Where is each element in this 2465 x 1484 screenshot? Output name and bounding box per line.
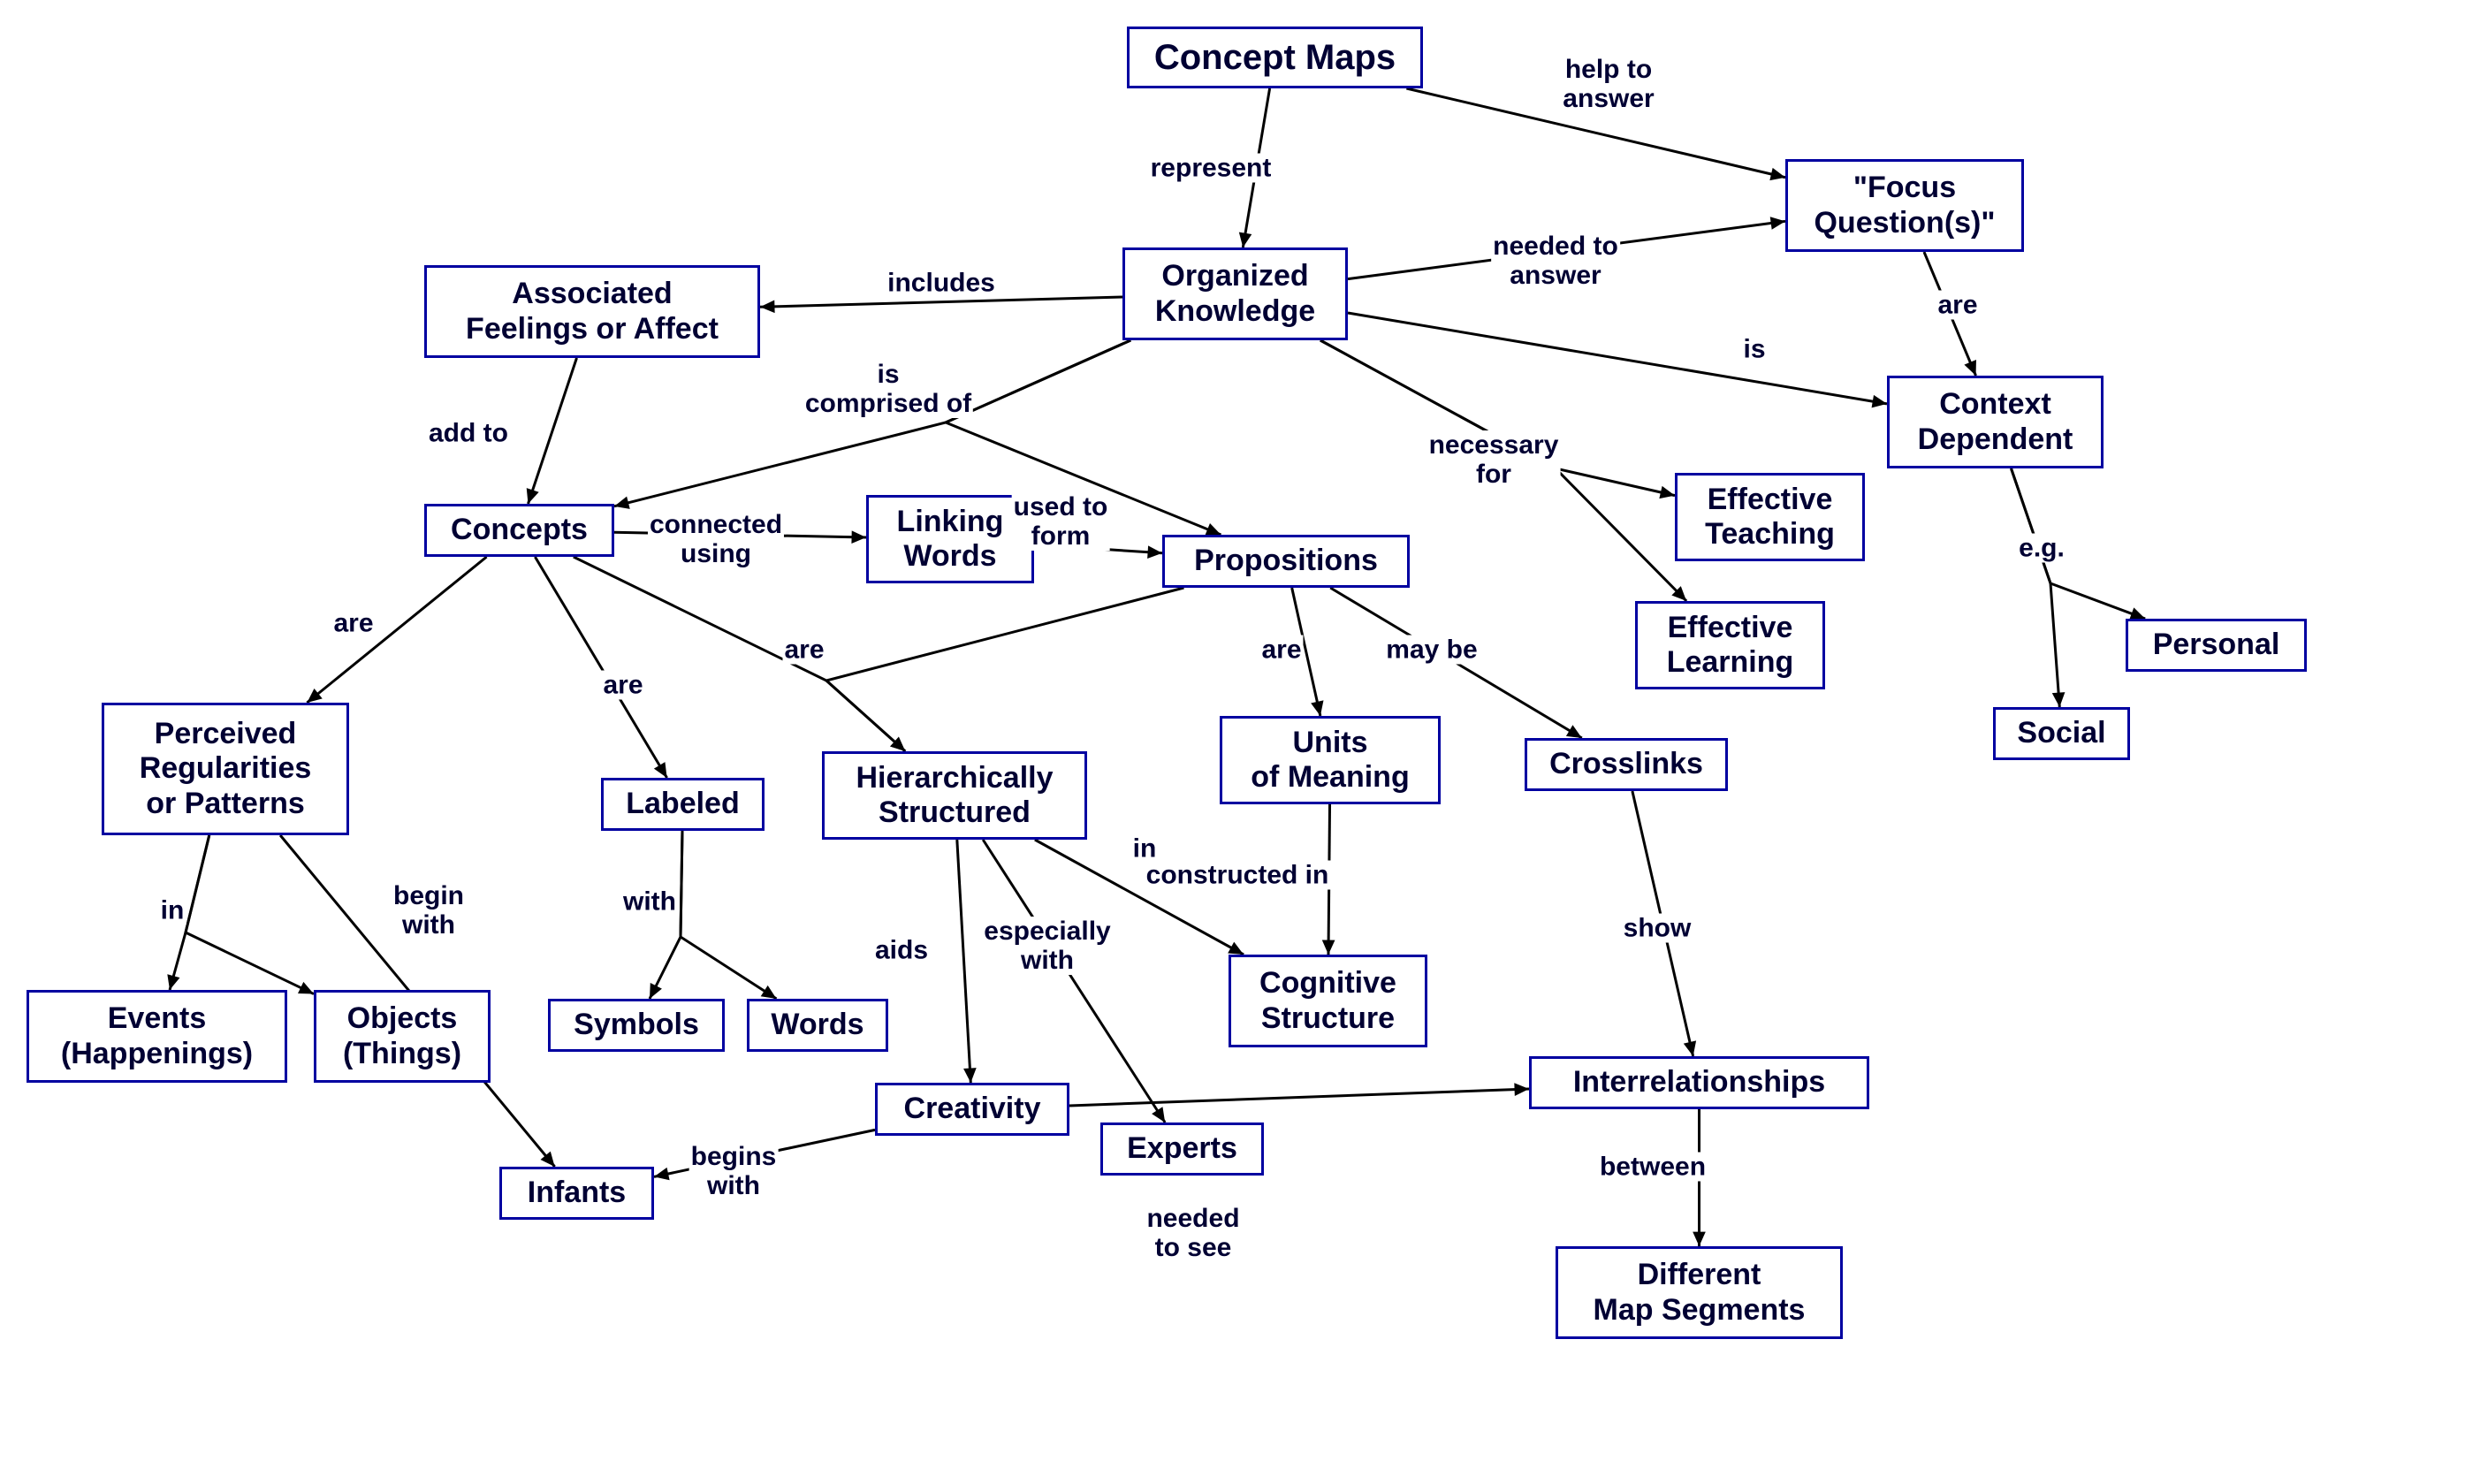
node-symbols: Symbols — [548, 999, 725, 1052]
concept-map-canvas: Concept Maps Organized Knowledge "Focus Qu… — [0, 0, 2465, 1484]
node-propositions: Propositions — [1162, 535, 1410, 588]
edge-label-context_dependent-personal: e.g. — [2017, 534, 2066, 563]
edge-propositions-hierarchical — [826, 588, 1183, 751]
edge-label-hierarchical-experts: especially with — [982, 917, 1112, 975]
edge-label-focus_questions-context_dependent: are — [1936, 291, 1979, 320]
edge-label-concepts-linking_words: connected using — [648, 510, 784, 568]
node-labeled: Labeled — [601, 778, 765, 831]
edge-label-hierarchical-cognitive_structure: in — [1131, 834, 1159, 864]
edge-label-organized_knowledge-context_dependent: is — [1741, 335, 1767, 364]
edge-labeled-words — [681, 831, 777, 999]
node-interrelationships: Interrelationships — [1529, 1056, 1869, 1109]
node-cognitive_structure: Cognitive Structure — [1229, 955, 1427, 1047]
edge-label-concept_maps-organized_knowledge: represent — [1149, 154, 1274, 183]
node-hierarchical: Hierarchically Structured — [822, 751, 1087, 840]
edge-organized_knowledge-context_dependent — [1348, 313, 1887, 404]
edge-label-perceived-infants: begin with — [392, 881, 466, 940]
edge-label-associated_feelings-concepts: add to — [427, 419, 510, 448]
node-creativity: Creativity — [875, 1083, 1069, 1136]
edge-label-perceived-events: in — [159, 896, 186, 925]
edge-label-units_meaning-cognitive_structure: constructed in — [1145, 861, 1331, 890]
node-different_segments: Different Map Segments — [1556, 1246, 1843, 1339]
node-focus_questions: "Focus Question(s)" — [1785, 159, 2024, 252]
node-concepts: Concepts — [424, 504, 614, 557]
edge-label-crosslinks-interrelationships: show — [1622, 914, 1693, 943]
edge-label-linking_words-propositions: used to form — [1012, 492, 1110, 551]
edge-label-concepts-labeled: are — [601, 671, 644, 700]
node-effective_teaching: Effective Teaching — [1675, 473, 1865, 561]
edge-label-organized_knowledge-effective_teaching: necessary for — [1427, 430, 1561, 489]
edge-label-labeled-symbols: with — [621, 887, 678, 917]
edge-concepts-hierarchical — [574, 557, 905, 751]
node-associated_feelings: Associated Feelings or Affect — [424, 265, 760, 358]
node-infants: Infants — [499, 1167, 654, 1220]
node-social: Social — [1993, 707, 2130, 760]
edge-label-concept_maps-focus_questions: help to answer — [1561, 55, 1655, 113]
edge-label-organized_knowledge-associated_feelings: includes — [886, 269, 997, 298]
edge-hierarchical-experts — [983, 840, 1165, 1123]
edge-label-organized_knowledge-focus_questions: needed to answer — [1491, 232, 1620, 290]
node-crosslinks: Crosslinks — [1525, 738, 1728, 791]
node-organized_knowledge: Organized Knowledge — [1122, 247, 1348, 340]
node-experts: Experts — [1100, 1123, 1264, 1176]
node-effective_learning: Effective Learning — [1635, 601, 1825, 689]
node-units_meaning: Units of Meaning — [1220, 716, 1441, 804]
edge-associated_feelings-concepts — [529, 358, 577, 504]
edge-organized_knowledge-associated_feelings — [760, 297, 1122, 307]
node-perceived: Perceived Regularities or Patterns — [102, 703, 349, 835]
edge-perceived-objects — [186, 835, 314, 994]
node-context_dependent: Context Dependent — [1887, 376, 2104, 468]
edge-creativity-interrelationships — [1069, 1089, 1529, 1106]
node-linking_words: Linking Words — [866, 495, 1034, 583]
edge-label-creativity-interrelationships: needed to see — [1145, 1204, 1241, 1262]
node-events: Events (Happenings) — [27, 990, 287, 1083]
edge-hierarchical-creativity — [957, 840, 970, 1083]
edge-label-propositions-units_meaning: are — [1259, 635, 1303, 665]
node-concept_maps: Concept Maps — [1127, 27, 1423, 88]
node-personal: Personal — [2126, 619, 2307, 672]
edge-label-creativity-infants: begins with — [689, 1142, 779, 1200]
node-words: Words — [747, 999, 888, 1052]
node-objects: Objects (Things) — [314, 990, 491, 1083]
edge-label-interrelationships-different_segments: between — [1598, 1153, 1708, 1182]
edge-label-concepts-hierarchical: are — [782, 635, 825, 665]
edge-label-propositions-crosslinks: may be — [1384, 635, 1479, 665]
edge-context_dependent-social — [2011, 468, 2059, 707]
edge-label-organized_knowledge-concepts: is comprised of — [803, 360, 973, 418]
edge-label-hierarchical-creativity: aids — [873, 936, 930, 965]
edge-label-concepts-perceived: are — [331, 609, 375, 638]
edge-concepts-labeled — [535, 557, 666, 778]
